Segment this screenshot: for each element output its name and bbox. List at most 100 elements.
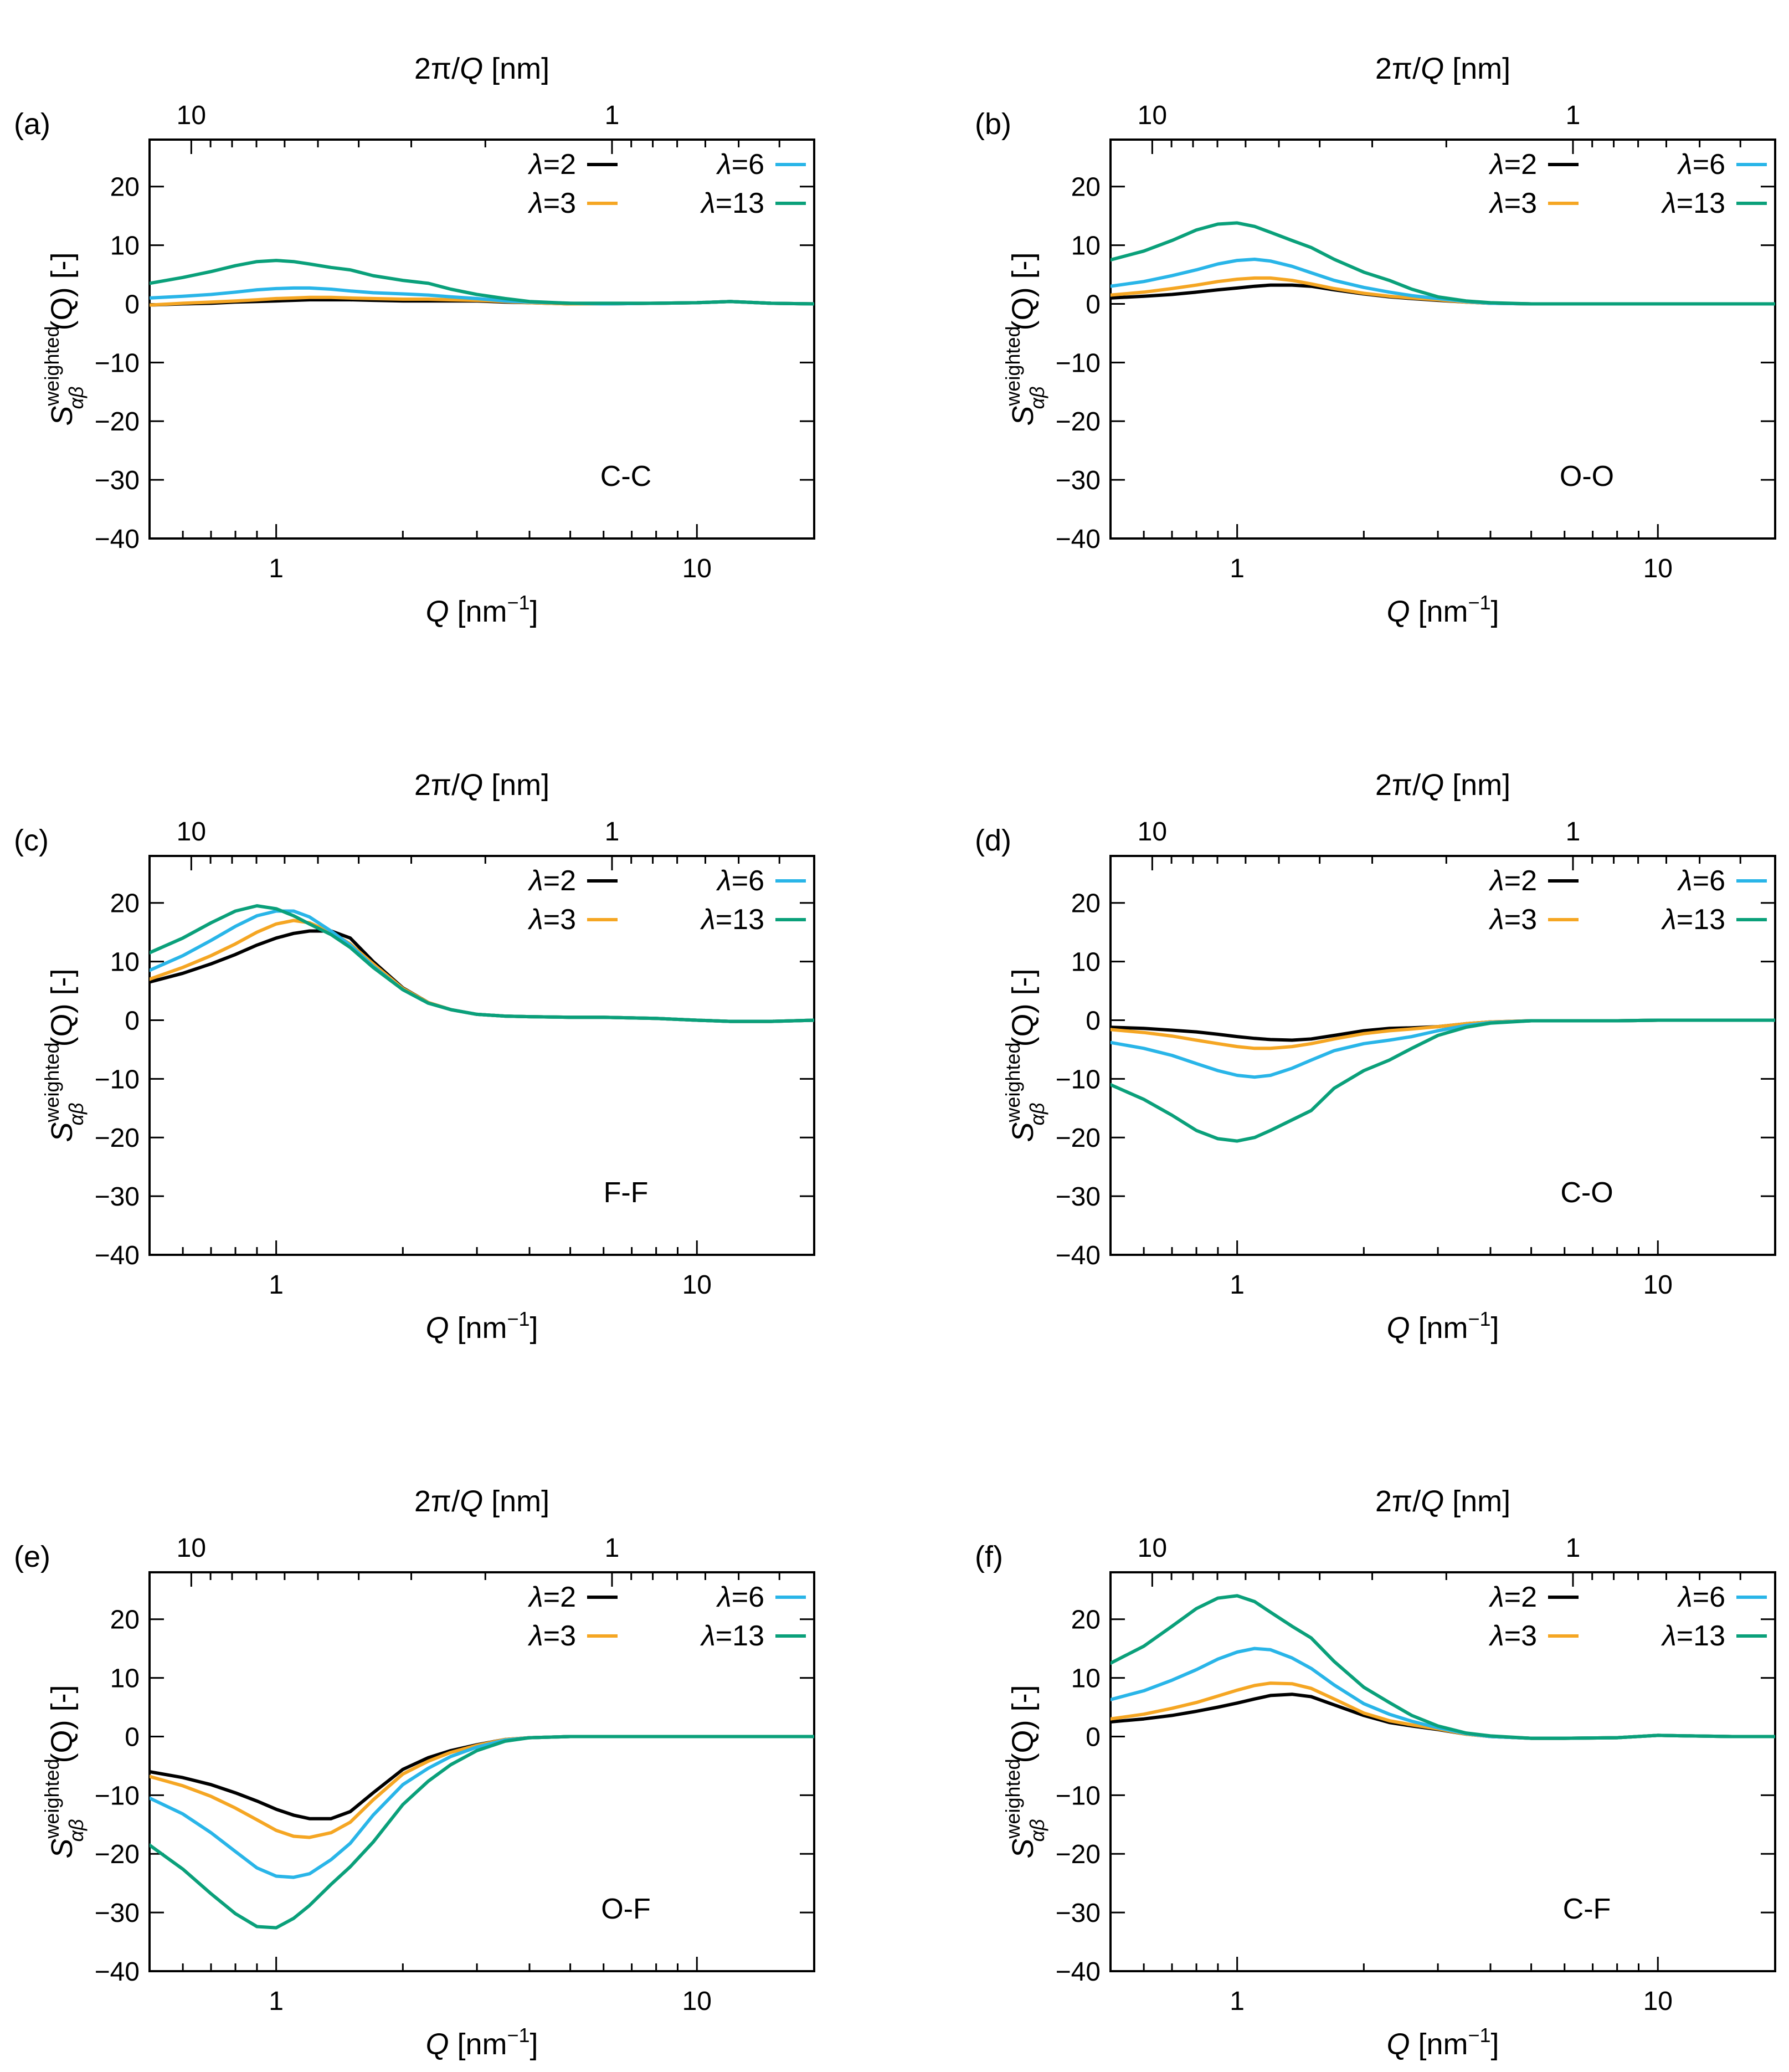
series-line-lambda13 [1111, 1018, 1775, 1143]
top-tick-label: 1 [605, 101, 620, 130]
panel-o-f: 20 10 0 −10 −20 −30 −40 1 10 10 1 2π/Q [nm] Q [nm−1]… [14, 1485, 815, 2061]
legend-label: λ=6 [716, 1581, 764, 1613]
top-tick-label: 1 [605, 1534, 620, 1563]
top-axis-title: 2π/Q [nm] [1375, 52, 1510, 85]
y-tick-label: 20 [110, 1606, 140, 1635]
x-tick-label: 1 [269, 554, 284, 583]
x-tick-label: 1 [1230, 1270, 1245, 1300]
y-tick-label: −30 [95, 1899, 140, 1928]
y-tick-label: 20 [1071, 889, 1101, 919]
y-tick-label: −30 [1056, 1899, 1101, 1928]
y-tick-label: −20 [95, 1840, 140, 1869]
legend-label: λ=6 [716, 148, 764, 181]
y-tick-label: −20 [1056, 407, 1101, 437]
pair-label: C-O [1560, 1177, 1613, 1209]
x-axis-title: Q [nm−1] [425, 2024, 538, 2061]
x-tick-label: 1 [269, 1987, 284, 2016]
y-tick-label: −30 [95, 466, 140, 495]
panel-tag: (c) [14, 824, 49, 857]
x-tick-label: 10 [1643, 554, 1673, 583]
panel-tag: (b) [975, 107, 1011, 141]
pair-label: O-F [601, 1893, 651, 1925]
y-tick-label: 20 [1071, 1606, 1101, 1635]
legend-label: λ=2 [1488, 148, 1537, 181]
plot-frame [1109, 855, 1776, 1256]
top-axis-title: 2π/Q [nm] [1375, 1485, 1510, 1518]
y-tick-label: 10 [1071, 948, 1101, 977]
y-tick-label: 0 [125, 1006, 140, 1035]
y-tick-label: 10 [1071, 232, 1101, 261]
y-tick-label: 0 [125, 290, 140, 319]
legend-label: λ=2 [527, 148, 576, 181]
panel-f-f: 20 10 0 −10 −20 −30 −40 1 10 10 1 2π/Q [nm] Q [nm−1]… [14, 768, 815, 1345]
y-tick-label: 10 [110, 948, 140, 977]
y-tick-label: −10 [1056, 348, 1101, 378]
series-line-lambda13 [150, 1735, 814, 1930]
top-axis-title: 2π/Q [nm] [414, 52, 549, 85]
legend-label: λ=13 [700, 904, 764, 936]
y-tick-label: 10 [110, 1664, 140, 1694]
x-tick-label: 10 [1643, 1270, 1673, 1300]
panel-o-o: 20 10 0 −10 −20 −30 −40 1 10 10 1 2π/Q [nm] Q [nm−1]… [975, 52, 1776, 628]
panel-tag: (e) [14, 1540, 50, 1573]
y-tick-label: −10 [1056, 1781, 1101, 1811]
series-line-lambda6 [150, 1735, 814, 1879]
y-tick-label: −20 [95, 1124, 140, 1153]
panel-tag: (d) [975, 824, 1011, 857]
y-tick-label: 0 [125, 1722, 140, 1752]
legend-label: λ=13 [1661, 187, 1725, 219]
pair-label: C-C [600, 460, 651, 493]
y-tick-label: −30 [1056, 466, 1101, 495]
x-axis-title: Q [nm−1] [1386, 591, 1499, 628]
legend-label: λ=6 [1677, 1581, 1725, 1613]
legend-label: λ=3 [527, 904, 576, 936]
plot-frame [1109, 139, 1776, 540]
plot-frame [148, 139, 815, 540]
y-axis-title: Sweightedαβ (Q) [-] [1001, 252, 1048, 425]
y-tick-label: −10 [1056, 1065, 1101, 1094]
top-tick-label: 10 [1138, 1534, 1167, 1563]
y-tick-label: −40 [95, 1957, 140, 1987]
panel-tag: (f) [975, 1540, 1003, 1573]
x-axis-title: Q [nm−1] [425, 1307, 538, 1345]
x-tick-label: 10 [682, 1987, 712, 2016]
x-tick-label: 1 [1230, 1987, 1245, 2016]
top-tick-label: 1 [605, 817, 620, 847]
x-tick-label: 1 [1230, 554, 1245, 583]
pair-label: O-O [1560, 460, 1614, 493]
y-tick-label: −30 [95, 1182, 140, 1212]
series-line-lambda2 [1111, 1693, 1775, 1740]
legend-label: λ=6 [1677, 865, 1725, 897]
top-tick-label: 10 [1138, 101, 1167, 130]
top-tick-label: 10 [177, 817, 206, 847]
top-axis-title: 2π/Q [nm] [414, 1485, 549, 1518]
legend-label: λ=6 [1677, 148, 1725, 181]
y-tick-label: −40 [1056, 525, 1101, 554]
series-line-lambda13 [1111, 1594, 1775, 1740]
y-axis-title: Sweightedαβ (Q) [-] [40, 968, 88, 1142]
x-tick-label: 10 [682, 1270, 712, 1300]
legend-label: λ=2 [1488, 865, 1537, 897]
y-tick-label: 20 [110, 173, 140, 202]
y-tick-label: 10 [110, 232, 140, 261]
pair-label: F-F [604, 1177, 649, 1209]
y-tick-label: −40 [1056, 1957, 1101, 1987]
top-axis-title: 2π/Q [nm] [414, 768, 549, 802]
legend-label: λ=3 [1488, 904, 1537, 936]
y-tick-label: −10 [95, 1781, 140, 1811]
y-tick-label: 10 [1071, 1664, 1101, 1694]
legend-label: λ=13 [700, 1620, 764, 1652]
x-axis-title: Q [nm−1] [1386, 1307, 1499, 1345]
legend-label: λ=13 [1661, 1620, 1725, 1652]
panel-c-f: 20 10 0 −10 −20 −30 −40 1 10 10 1 2π/Q [nm] Q [nm−1]… [975, 1485, 1776, 2061]
legend-label: λ=2 [1488, 1581, 1537, 1613]
legend-label: λ=3 [527, 187, 576, 219]
y-tick-label: −10 [95, 1065, 140, 1094]
x-tick-label: 10 [682, 554, 712, 583]
x-tick-label: 10 [1643, 1987, 1673, 2016]
y-tick-label: −40 [1056, 1241, 1101, 1270]
legend-label: λ=2 [527, 1581, 576, 1613]
y-axis-title: Sweightedαβ (Q) [-] [40, 252, 88, 425]
top-tick-label: 10 [1138, 817, 1167, 847]
